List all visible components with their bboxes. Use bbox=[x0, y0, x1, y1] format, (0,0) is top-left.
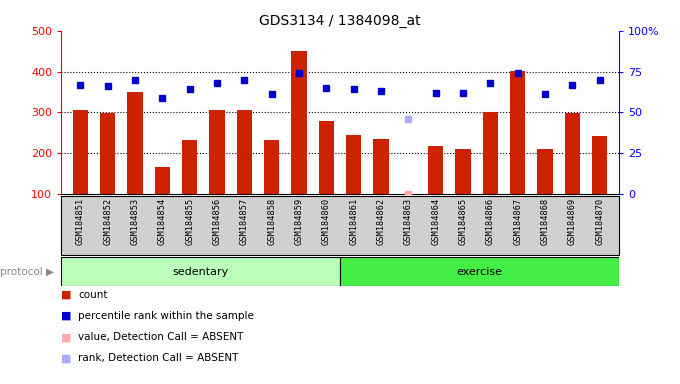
Text: GSM184866: GSM184866 bbox=[486, 198, 495, 245]
Bar bbox=[237, 110, 252, 235]
Bar bbox=[483, 112, 498, 235]
Bar bbox=[292, 51, 307, 235]
Bar bbox=[401, 194, 416, 235]
Text: ■: ■ bbox=[61, 290, 71, 300]
Text: GSM184852: GSM184852 bbox=[103, 198, 112, 245]
Text: GSM184857: GSM184857 bbox=[240, 198, 249, 245]
Bar bbox=[264, 140, 279, 235]
Text: GSM184865: GSM184865 bbox=[458, 198, 468, 245]
Text: GSM184867: GSM184867 bbox=[513, 198, 522, 245]
Bar bbox=[537, 149, 553, 235]
Text: ■: ■ bbox=[61, 311, 71, 321]
Text: GSM184869: GSM184869 bbox=[568, 198, 577, 245]
Text: GSM184864: GSM184864 bbox=[431, 198, 440, 245]
Text: count: count bbox=[78, 290, 107, 300]
Bar bbox=[209, 110, 224, 235]
Text: GSM184863: GSM184863 bbox=[404, 198, 413, 245]
Text: ■: ■ bbox=[61, 353, 71, 363]
Bar bbox=[127, 92, 143, 235]
Text: GSM184868: GSM184868 bbox=[541, 198, 549, 245]
Text: exercise: exercise bbox=[456, 266, 503, 277]
Bar bbox=[373, 139, 388, 235]
Bar bbox=[428, 146, 443, 235]
Text: GSM184856: GSM184856 bbox=[212, 198, 222, 245]
Bar bbox=[100, 113, 115, 235]
Text: ■: ■ bbox=[61, 332, 71, 342]
Text: GSM184870: GSM184870 bbox=[595, 198, 604, 245]
Text: GSM184862: GSM184862 bbox=[377, 198, 386, 245]
Bar bbox=[456, 149, 471, 235]
Text: GSM184854: GSM184854 bbox=[158, 198, 167, 245]
Bar bbox=[340, 257, 619, 286]
Text: sedentary: sedentary bbox=[173, 266, 228, 277]
Bar bbox=[592, 136, 607, 235]
Text: GSM184853: GSM184853 bbox=[131, 198, 139, 245]
Bar bbox=[73, 110, 88, 235]
Title: GDS3134 / 1384098_at: GDS3134 / 1384098_at bbox=[259, 14, 421, 28]
Text: GSM184858: GSM184858 bbox=[267, 198, 276, 245]
Text: rank, Detection Call = ABSENT: rank, Detection Call = ABSENT bbox=[78, 353, 239, 363]
Text: protocol ▶: protocol ▶ bbox=[1, 266, 54, 277]
Text: GSM184855: GSM184855 bbox=[185, 198, 194, 245]
Text: GSM184860: GSM184860 bbox=[322, 198, 331, 245]
Bar bbox=[61, 257, 340, 286]
Text: value, Detection Call = ABSENT: value, Detection Call = ABSENT bbox=[78, 332, 243, 342]
Text: percentile rank within the sample: percentile rank within the sample bbox=[78, 311, 254, 321]
Bar bbox=[319, 121, 334, 235]
Bar bbox=[510, 71, 525, 235]
Text: GSM184861: GSM184861 bbox=[349, 198, 358, 245]
Bar bbox=[346, 135, 361, 235]
Bar bbox=[565, 113, 580, 235]
Bar bbox=[155, 167, 170, 235]
Text: GSM184859: GSM184859 bbox=[294, 198, 303, 245]
Bar bbox=[182, 140, 197, 235]
Text: GSM184851: GSM184851 bbox=[76, 198, 85, 245]
